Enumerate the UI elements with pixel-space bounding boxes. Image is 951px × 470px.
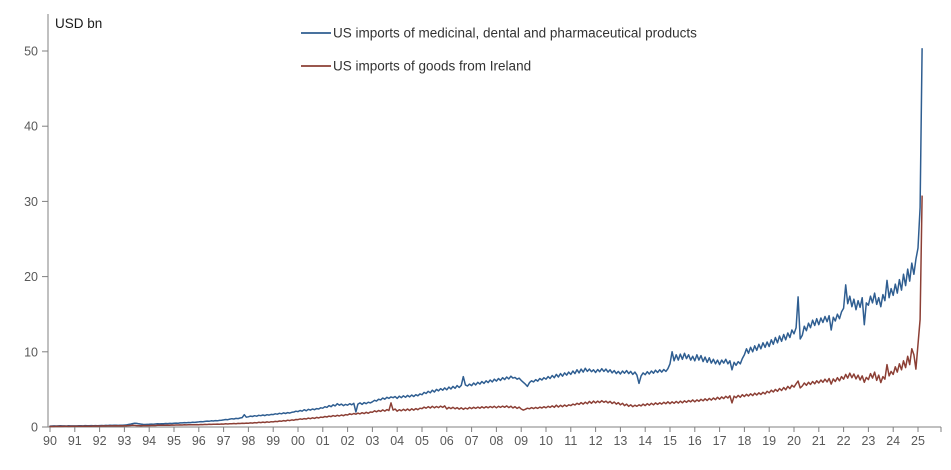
x-tick-label: 90 <box>43 434 57 448</box>
legend-item-ireland: US imports of goods from Ireland <box>301 59 531 74</box>
x-tick-label: 21 <box>812 434 826 448</box>
x-tick-label: 14 <box>638 434 652 448</box>
x-tick-label: 01 <box>316 434 330 448</box>
x-axis: 90 91 92 93 94 95 96 97 98 99 00 01 02 03 04 05 06 07 08 09… <box>43 426 942 448</box>
x-tick-label: 20 <box>787 434 801 448</box>
x-tick-label: 92 <box>93 434 107 448</box>
legend: US imports of medicinal, dental and phar… <box>301 26 697 74</box>
x-tick-label: 08 <box>489 434 503 448</box>
x-tick-label: 04 <box>390 434 404 448</box>
x-tick-label: 15 <box>663 434 677 448</box>
legend-item-pharma: US imports of medicinal, dental and phar… <box>301 26 697 41</box>
y-axis: 0 10 20 30 40 50 <box>24 14 49 435</box>
x-tick-label: 91 <box>68 434 82 448</box>
x-tick-label: 19 <box>762 434 776 448</box>
legend-label-ireland: US imports of goods from Ireland <box>333 59 531 74</box>
ireland-series-line <box>49 195 923 428</box>
x-tick-label: 22 <box>837 434 851 448</box>
x-tick-label: 96 <box>192 434 206 448</box>
x-tick-label: 11 <box>564 434 577 448</box>
x-tick-label: 23 <box>861 434 875 448</box>
x-tick-label: 10 <box>539 434 553 448</box>
y-tick-label: 20 <box>24 270 38 284</box>
y-axis-unit-label: USD bn <box>55 16 102 31</box>
x-tick-label: 18 <box>737 434 751 448</box>
x-tick-label: 12 <box>589 434 603 448</box>
x-tick-label: 02 <box>341 434 355 448</box>
legend-label-pharma: US imports of medicinal, dental and phar… <box>333 26 697 41</box>
x-tick-label: 13 <box>613 434 627 448</box>
x-tick-label: 00 <box>291 434 305 448</box>
y-tick-label: 30 <box>24 195 38 209</box>
x-tick-label: 17 <box>713 434 727 448</box>
x-tick-label: 95 <box>167 434 181 448</box>
x-tick-label: 06 <box>440 434 454 448</box>
x-tick-label: 03 <box>365 434 379 448</box>
x-tick-label: 98 <box>241 434 255 448</box>
series-lines <box>49 47 923 428</box>
x-tick-label: 07 <box>465 434 479 448</box>
y-tick-label: 40 <box>24 120 38 134</box>
x-tick-label: 05 <box>415 434 429 448</box>
x-tick-label: 94 <box>142 434 156 448</box>
y-tick-label: 50 <box>24 45 38 59</box>
x-tick-label: 93 <box>117 434 131 448</box>
x-tick-label: 09 <box>514 434 528 448</box>
y-tick-label: 0 <box>31 421 38 435</box>
x-tick-label: 25 <box>911 434 925 448</box>
pharma-series-line <box>49 47 923 427</box>
x-tick-label: 24 <box>886 434 900 448</box>
x-tick-label: 16 <box>688 434 702 448</box>
x-tick-label: 97 <box>217 434 231 448</box>
x-tick-label: 99 <box>266 434 280 448</box>
y-tick-label: 10 <box>24 345 38 359</box>
